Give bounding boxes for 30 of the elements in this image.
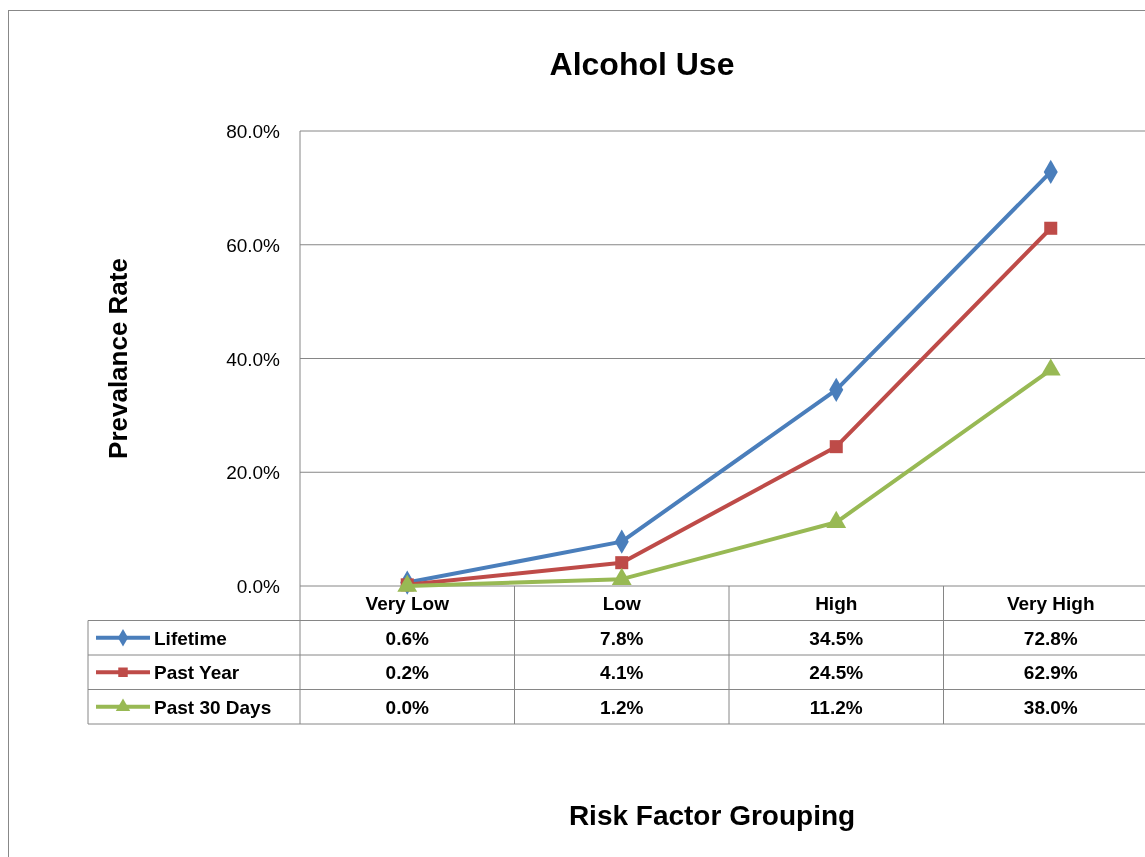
legend-label: Past 30 Days <box>154 696 272 718</box>
data-label: 24.5% <box>809 662 864 684</box>
data-label: 62.9% <box>1023 662 1078 684</box>
data-label: 34.5% <box>809 627 864 649</box>
y-tick-label: 60.0% <box>226 234 281 256</box>
data-label: 38.0% <box>1023 696 1078 718</box>
x-tick-label: Low <box>602 593 641 614</box>
data-label: 0.6% <box>385 627 430 649</box>
y-tick-label: 0.0% <box>236 576 281 597</box>
data-label: 4.1% <box>600 662 644 684</box>
data-label: 0.0% <box>385 696 430 718</box>
point <box>829 440 843 454</box>
point <box>1044 221 1058 235</box>
data-label: 72.8% <box>1023 627 1078 649</box>
legend-label: Lifetime <box>154 627 227 649</box>
legend-label: Past Year <box>154 662 240 684</box>
x-tick-label: High <box>815 593 858 614</box>
text: Risk Factor Grouping <box>568 800 856 831</box>
data-label: 7.8% <box>600 627 644 649</box>
data-label: 1.2% <box>600 696 644 718</box>
y-tick-label: 40.0% <box>226 348 281 370</box>
x-tick-label: Very Low <box>365 593 450 614</box>
x-tick-label: Very High <box>1006 593 1095 614</box>
y-axis-title: Prevalance Rate <box>103 258 133 459</box>
chart-title: Alcohol Use <box>549 46 735 82</box>
y-tick-label: 20.0% <box>226 462 281 484</box>
data-label: 0.2% <box>385 662 430 684</box>
y-tick-label: 80.0% <box>226 121 281 142</box>
point <box>615 556 629 570</box>
data-label: 11.2% <box>809 696 863 718</box>
